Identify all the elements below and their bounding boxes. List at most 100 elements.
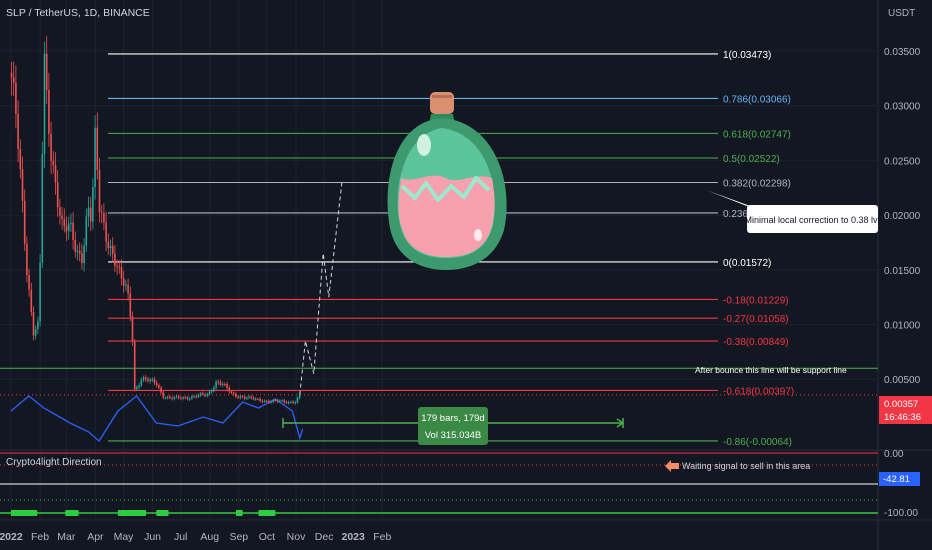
- candle-body: [197, 394, 200, 397]
- candle-body: [285, 402, 288, 404]
- countdown: 16:46:36: [884, 412, 921, 423]
- current-price: 0.00357: [884, 399, 918, 410]
- candle-body: [63, 219, 66, 227]
- candle-body: [21, 169, 24, 201]
- candle-body: [213, 387, 215, 391]
- time-tick: Feb: [31, 531, 49, 543]
- candle-body: [131, 316, 134, 342]
- candle-body: [160, 387, 162, 393]
- candle-body: [210, 390, 213, 392]
- candle-body: [226, 384, 228, 388]
- range-measure[interactable]: 179 bars, 179d Vol 315.034B: [282, 407, 625, 445]
- symbol-title[interactable]: SLP / TetherUS, 1D, BINANCE: [6, 7, 150, 19]
- candle-body: [206, 394, 209, 396]
- candle-body: [67, 223, 70, 232]
- candle-body: [81, 253, 83, 264]
- candle-body: [83, 245, 85, 264]
- candle-body: [98, 169, 101, 213]
- candle-body: [32, 312, 35, 336]
- candle-body: [164, 397, 167, 399]
- candle-body: [246, 397, 248, 399]
- candle-body: [270, 401, 272, 403]
- candle-body: [87, 207, 90, 217]
- candle-body: [56, 182, 59, 208]
- candle-body: [257, 398, 259, 400]
- time-axis[interactable]: 2022 Feb Mar Apr May Jun Jul Aug Sep Oct Nov Dec 202…: [0, 531, 391, 543]
- candle-body: [147, 379, 149, 382]
- candle-body: [127, 284, 129, 294]
- candle-body: [120, 267, 123, 279]
- candle-body: [294, 402, 297, 404]
- time-tick: May: [114, 531, 135, 543]
- candle-body: [263, 400, 266, 402]
- candle-body: [153, 379, 156, 383]
- signal-zone: [236, 510, 243, 516]
- candle-body: [177, 396, 180, 398]
- fib-label: 0.786(0.03066): [723, 94, 791, 105]
- candle-body: [173, 397, 176, 399]
- candle-body: [10, 72, 13, 78]
- candle-body: [281, 400, 283, 402]
- time-tick: Nov: [287, 531, 306, 543]
- candle-body: [52, 160, 55, 166]
- candle-body: [89, 207, 92, 222]
- candle-body: [186, 397, 189, 400]
- price-tick: 0.02500: [884, 156, 921, 167]
- candle-body: [237, 396, 239, 398]
- candle-body: [191, 396, 193, 399]
- candle-body: [48, 89, 50, 134]
- candle-body: [221, 383, 224, 385]
- candle-body: [204, 394, 206, 396]
- candle-body: [217, 381, 220, 383]
- signal-zone: [11, 510, 38, 516]
- indicator-title[interactable]: Crypto4light Direction: [6, 457, 102, 468]
- candle-body: [290, 401, 292, 403]
- candle-body: [158, 385, 160, 388]
- sell-arrow-icon: [665, 460, 679, 472]
- candle-body: [105, 222, 107, 242]
- candle-body: [193, 396, 195, 398]
- candle-body: [274, 400, 277, 402]
- indicator-value-tag: -42.81: [879, 472, 920, 486]
- candle-body: [235, 393, 237, 397]
- candle-body: [208, 391, 211, 395]
- candle-body: [298, 393, 301, 398]
- time-tick: Aug: [200, 531, 219, 543]
- candle-body: [182, 397, 184, 399]
- candle-body: [50, 133, 52, 161]
- candle-body: [228, 387, 231, 392]
- callout-box[interactable]: Minimal local correction to 0.38 lvl: [706, 190, 880, 233]
- candle-body: [195, 396, 198, 398]
- sell-note: Waiting signal to sell in this area: [682, 461, 810, 471]
- current-price-tag: 0.00357 16:46:36: [879, 396, 932, 424]
- projection-path[interactable]: [299, 182, 343, 395]
- candle-body: [250, 396, 253, 398]
- candle-body: [292, 401, 294, 404]
- candle-body: [243, 396, 246, 399]
- candle-body: [37, 321, 39, 330]
- candle-body: [96, 127, 99, 170]
- time-tick: Dec: [315, 531, 334, 543]
- candle-body: [268, 401, 270, 403]
- candle-body: [171, 398, 173, 400]
- signal-zone: [156, 510, 169, 516]
- candle-body: [23, 200, 26, 244]
- price-tick: 0.03500: [884, 47, 921, 58]
- candle-body: [12, 77, 15, 84]
- price-candles[interactable]: [10, 36, 301, 405]
- price-axis[interactable]: 0.03500 0.03000 0.02500 0.02000 0.01500 0.010…: [884, 47, 921, 386]
- candle-body: [144, 377, 147, 380]
- candle-body: [28, 275, 30, 290]
- candle-body: [100, 212, 103, 214]
- time-tick: Jul: [174, 531, 187, 543]
- projection-line[interactable]: [299, 182, 343, 395]
- candle-body: [138, 385, 140, 388]
- candle-body: [45, 53, 48, 90]
- candle-body: [248, 396, 250, 398]
- candle-body: [70, 222, 72, 224]
- candle-body: [129, 293, 132, 317]
- candle-body: [136, 387, 138, 390]
- candle-body: [188, 398, 191, 400]
- fib-label: 0.5(0.02522): [723, 154, 780, 165]
- fib-label: -0.18(0.01229): [723, 295, 789, 306]
